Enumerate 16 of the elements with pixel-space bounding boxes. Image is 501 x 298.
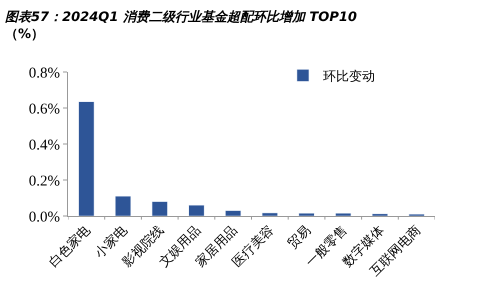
bar — [298, 213, 315, 216]
bar — [115, 196, 132, 216]
bar — [262, 212, 278, 216]
bar — [78, 101, 94, 216]
bar — [225, 210, 242, 216]
y-tick-label: 0.2% — [28, 173, 60, 190]
y-tick-label: 0.4% — [28, 137, 60, 154]
bar — [152, 201, 168, 216]
legend-label: 环比变动 — [322, 70, 375, 84]
chart-subtitle: （%） — [5, 26, 44, 42]
bar — [335, 213, 352, 216]
y-tick-label: 0.6% — [28, 101, 60, 118]
bar — [188, 204, 204, 216]
chart-title: 图表57：2024Q1 消费二级行业基金超配环比增加 TOP10 — [5, 10, 357, 25]
x-tick-label: 贸易 — [284, 222, 314, 252]
y-tick-label: 0.8% — [28, 65, 60, 82]
